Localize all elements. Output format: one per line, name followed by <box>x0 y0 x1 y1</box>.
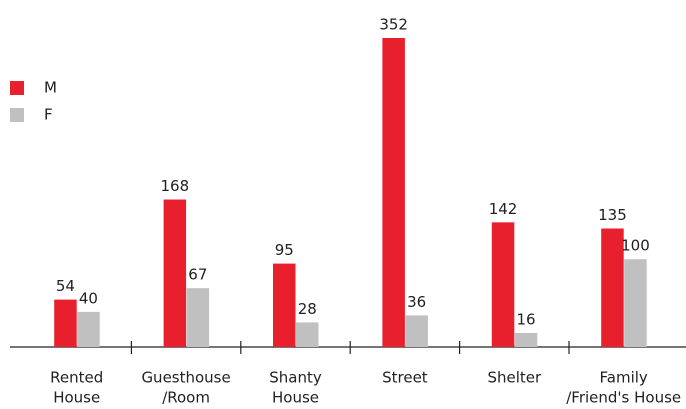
value-label: 142 <box>489 200 518 218</box>
value-label: 100 <box>621 237 650 255</box>
value-label: 16 <box>517 310 536 328</box>
x-tick-label: Shelter <box>487 369 542 387</box>
bar <box>77 311 100 347</box>
x-tick-label: House <box>53 389 100 407</box>
x-tick-label: Street <box>382 369 428 387</box>
value-label: 36 <box>407 293 426 311</box>
bar <box>514 332 538 347</box>
value-label: 352 <box>379 16 408 34</box>
x-tick-label: Family <box>600 369 648 387</box>
bar <box>163 199 187 347</box>
x-tick-label: Shanty <box>269 369 322 387</box>
x-tick-label: Guesthouse <box>141 369 230 387</box>
bar <box>296 322 319 347</box>
value-label: 135 <box>598 206 627 224</box>
bar <box>601 228 624 347</box>
bar <box>405 315 428 347</box>
value-label: 67 <box>188 266 207 284</box>
bar <box>382 38 405 347</box>
value-label: 54 <box>56 277 75 295</box>
value-label: 28 <box>298 300 317 318</box>
bar <box>624 259 647 347</box>
bar <box>186 288 210 347</box>
value-label: 95 <box>275 241 294 259</box>
legend-swatch <box>10 81 24 95</box>
value-label: 168 <box>161 177 190 195</box>
bar <box>54 299 77 347</box>
legend-label: M <box>44 79 57 97</box>
value-label: 40 <box>79 289 98 307</box>
bar <box>273 263 296 347</box>
x-tick-label: /Friend's House <box>566 389 681 407</box>
bar <box>491 222 515 347</box>
x-tick-label: House <box>272 389 319 407</box>
x-tick-label: Rented <box>50 369 103 387</box>
legend-label: F <box>44 106 53 124</box>
legend-swatch <box>10 108 24 122</box>
x-tick-label: /Room <box>162 389 210 407</box>
